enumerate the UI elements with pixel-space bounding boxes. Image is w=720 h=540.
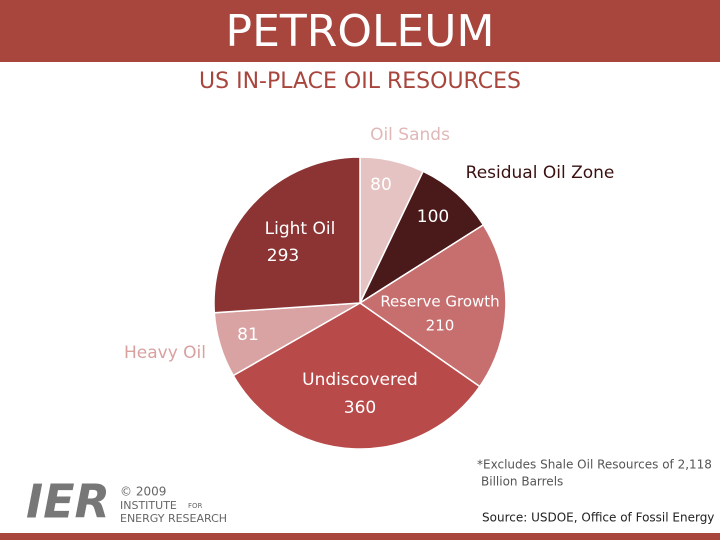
pie-slice: [358, 223, 507, 388]
logo-text: © 2009: [120, 485, 166, 499]
footnote: *Excludes Shale Oil Resources of 2,118: [477, 458, 712, 472]
footnote: Billion Barrels: [481, 475, 563, 489]
chart-title: PETROLEUM: [226, 6, 495, 57]
slice-label: Residual Oil Zone: [466, 163, 615, 183]
value-label: 80: [370, 175, 392, 195]
slice-label: Light Oil: [265, 219, 336, 239]
value-label: 100: [417, 207, 449, 227]
value-label: 210: [426, 317, 455, 335]
value-label: 293: [267, 246, 299, 266]
slice-label: Oil Sands: [370, 125, 450, 145]
logo-text: ENERGY RESEARCH: [120, 512, 227, 525]
logo-text: FOR: [188, 502, 203, 510]
footer-band: [0, 533, 720, 540]
slice-label: Heavy Oil: [124, 343, 206, 363]
header-band: [0, 0, 720, 62]
slice-label: Reserve Growth: [380, 293, 499, 311]
pie-slice: [232, 302, 481, 450]
value-label: 81: [237, 325, 259, 345]
slice-label: Undiscovered: [302, 370, 418, 390]
source: Source: USDOE, Office of Fossil Energy: [482, 511, 714, 525]
pie-slice: [213, 156, 361, 314]
value-label: 360: [344, 398, 376, 418]
logo-text: INSTITUTE: [120, 499, 177, 512]
logo-mark: IER: [26, 475, 110, 529]
chart-subtitle: US IN-PLACE OIL RESOURCES: [199, 69, 521, 94]
pie-slice: [358, 170, 485, 306]
